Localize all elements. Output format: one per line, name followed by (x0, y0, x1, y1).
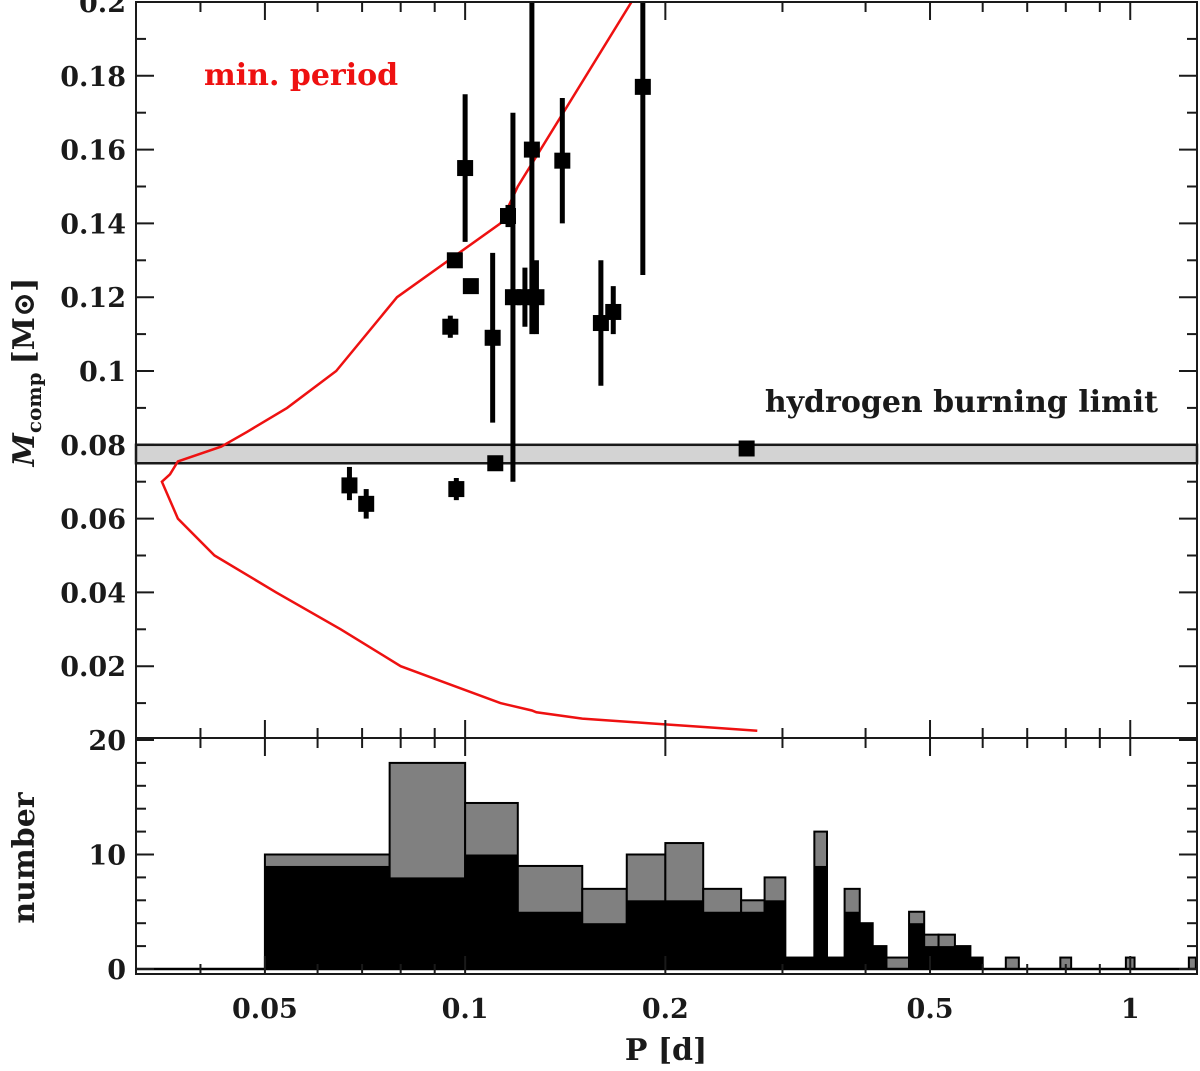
y-tick-label: 10 (88, 841, 126, 872)
min-period-curve (160, 2, 758, 733)
hist-bar-subset (517, 911, 583, 969)
ylabel-units: [M⊙] (7, 278, 42, 365)
y-tick-label: 0.18 (60, 62, 126, 93)
ylabel-main: M (7, 432, 42, 467)
hist-bar-subset (844, 911, 860, 969)
mass-period-panel: 0.02 0.04 0.06 0.08 0.1 0.12 0.14 0.16 0.18 0.2 h… (7, 0, 1199, 739)
top-panel-frame (135, 1, 1198, 739)
x-tick-labels: 0.05 0.1 0.2 0.5 1 (232, 994, 1140, 1025)
data-point (634, 78, 651, 95)
y-tick-label: 0.02 (60, 652, 126, 683)
hist-bar-subset (859, 923, 873, 969)
hist-bar-subset (785, 957, 815, 969)
data-point (457, 160, 474, 177)
y-tick-label: 0.16 (60, 136, 126, 167)
bottom-panel-ticks (136, 738, 1197, 974)
hist-bar-subset (626, 900, 666, 969)
bottom-y-axis-label: number (7, 791, 42, 923)
data-point (528, 289, 545, 306)
y-tick-label: 0 (107, 955, 126, 986)
hist-bar-subset (970, 957, 983, 969)
data-points-layer (341, 2, 755, 519)
hist-bar-subset (814, 865, 827, 969)
y-tick-label: 0.14 (60, 209, 126, 240)
x-tick-label: 1 (1121, 994, 1140, 1025)
hist-bar-subset (764, 900, 786, 969)
histogram-bars-layer (136, 761, 1197, 971)
hist-bar-subset (389, 877, 466, 969)
top-panel-ticks (136, 1, 1197, 738)
hist-bar-subset (826, 957, 845, 969)
histogram-panel: 0 10 20 0.05 0.1 0.2 0.5 1 number P [d] (7, 726, 1198, 1068)
hist-bar-subset (741, 911, 765, 969)
x-tick-label: 0.5 (907, 994, 954, 1025)
data-point (442, 318, 459, 335)
hbl-band (134, 443, 1199, 465)
data-point (446, 252, 463, 269)
hist-bar-total (885, 956, 911, 970)
data-point (358, 495, 375, 512)
bottom-panel-frame (135, 737, 1198, 975)
hbl-label: hydrogen burning limit (765, 385, 1158, 420)
data-point (462, 278, 479, 295)
data-point (484, 329, 501, 346)
hist-bar-subset (872, 946, 887, 969)
bottom-y-tick-labels: 0 10 20 (88, 726, 126, 986)
data-point (554, 152, 571, 169)
data-point (487, 455, 504, 472)
hbl-band-layer (134, 443, 1199, 465)
top-y-tick-labels: 0.02 0.04 0.06 0.08 0.1 0.12 0.14 0.16 0.18 0.2 (60, 0, 126, 683)
hist-bar-total (1187, 956, 1197, 970)
y-tick-label: 0.04 (60, 578, 126, 609)
data-point (738, 440, 755, 457)
hist-bar-subset (909, 923, 925, 969)
hist-bar-subset (703, 911, 742, 969)
hist-bar-total (1004, 956, 1020, 970)
data-point (341, 477, 358, 494)
ylabel-sub: comp (22, 372, 46, 433)
hist-bar-subset (582, 923, 627, 969)
data-point (605, 303, 622, 320)
min-period-curve-layer (160, 2, 758, 733)
data-point (592, 315, 609, 332)
min-period-label: min. period (204, 58, 398, 93)
hist-bar-subset (264, 865, 390, 969)
y-tick-label: 0.08 (60, 431, 126, 462)
x-axis-label: P [d] (625, 1033, 707, 1068)
hist-bar-subset (465, 854, 518, 969)
y-tick-label: 0.2 (79, 0, 126, 19)
y-tick-label: 0.12 (60, 283, 126, 314)
data-point (523, 141, 540, 158)
x-tick-label: 0.1 (442, 994, 489, 1025)
top-y-axis-label: Mcomp [M⊙] (7, 278, 46, 468)
data-point (448, 481, 465, 498)
y-tick-label: 0.06 (60, 505, 126, 536)
hist-bar-subset (938, 946, 955, 969)
x-tick-label: 0.2 (642, 994, 689, 1025)
y-tick-label: 0.1 (79, 357, 126, 388)
hist-bar-subset (924, 946, 939, 969)
hist-bar-subset (665, 900, 704, 969)
hist-bar-subset (954, 946, 971, 969)
y-tick-label: 20 (88, 726, 126, 757)
x-tick-label: 0.05 (232, 994, 298, 1025)
